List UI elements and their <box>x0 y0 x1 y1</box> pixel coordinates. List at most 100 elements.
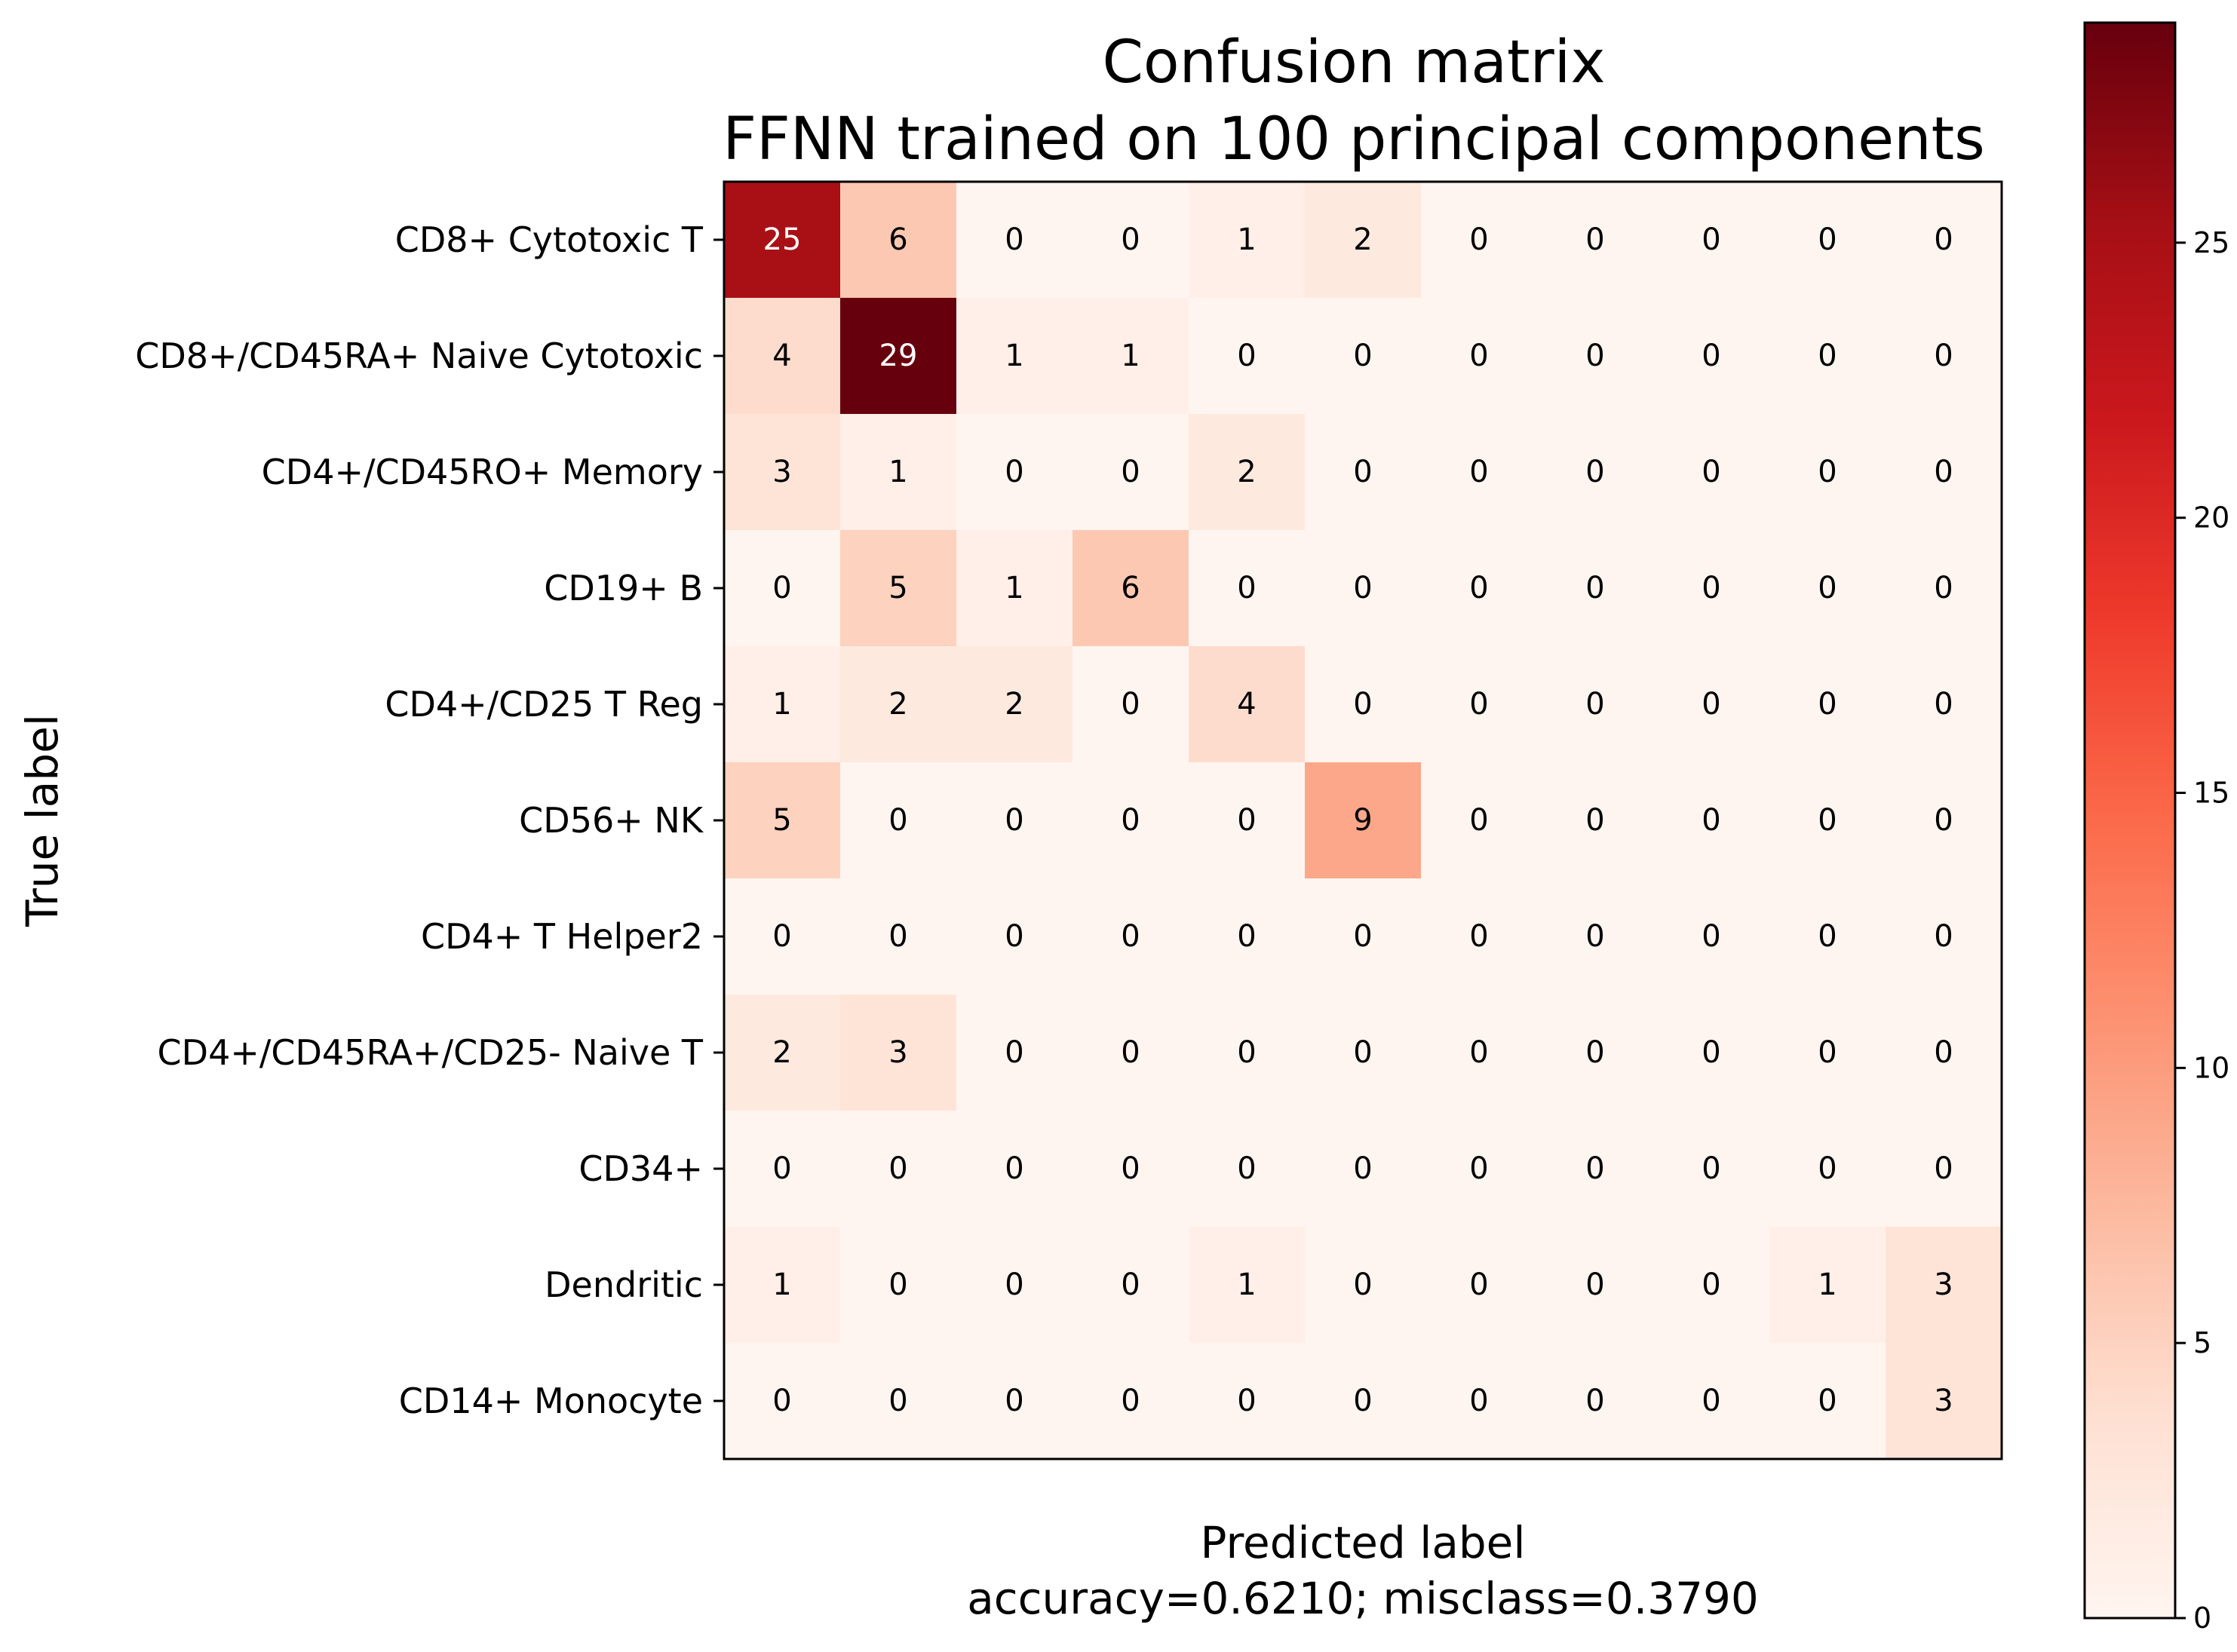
heatmap-cell <box>724 1343 841 1460</box>
heatmap-cell <box>1072 298 1189 415</box>
heatmap-cell-value: 0 <box>1934 919 1953 954</box>
heatmap-cell <box>724 298 841 415</box>
heatmap-cell-value: 0 <box>1469 919 1488 954</box>
heatmap-cell <box>1189 1111 1306 1228</box>
colorbar-tick-label: 25 <box>2193 226 2229 259</box>
heatmap-cell <box>840 646 957 763</box>
heatmap-cell <box>1653 762 1770 879</box>
heatmap-cell <box>1886 414 2002 531</box>
heatmap-cell <box>1653 1343 1770 1460</box>
x-axis-label-line-1: Predicted label <box>1201 1517 1526 1568</box>
heatmap-cell-value: 0 <box>1469 1384 1488 1418</box>
chart-title-line-1: Confusion matrix <box>1102 29 1605 97</box>
heatmap-cell <box>956 1343 1073 1460</box>
heatmap-cell-value: 0 <box>1818 571 1837 605</box>
heatmap-cell-value: 0 <box>1585 687 1604 722</box>
heatmap-cell <box>840 298 957 415</box>
heatmap-cell <box>1189 298 1306 415</box>
heatmap-cell-value: 0 <box>1469 1151 1488 1186</box>
heatmap-cell <box>724 762 841 879</box>
heatmap-cell-value: 0 <box>1237 339 1256 373</box>
heatmap-cell <box>840 878 957 995</box>
heatmap-cell-value: 0 <box>1005 222 1023 257</box>
heatmap-cell <box>1769 298 1886 415</box>
heatmap-cell-value: 0 <box>1469 339 1488 373</box>
y-axis-label: True label <box>17 714 68 927</box>
heatmap-cell-value: 0 <box>1702 687 1720 722</box>
heatmap-cell-value: 0 <box>1121 222 1140 257</box>
colorbar-tick-label: 10 <box>2193 1051 2229 1084</box>
heatmap-cell <box>724 1111 841 1228</box>
row-labels: CD8+ Cytotoxic T CD8+/CD45RA+ Naive Cytot… <box>135 219 724 1421</box>
heatmap-cell-value: 0 <box>1469 1267 1488 1302</box>
heatmap-cell <box>956 995 1073 1111</box>
heatmap-cell <box>1537 298 1654 415</box>
heatmap-cell <box>1653 530 1770 647</box>
heatmap-cell-value: 0 <box>1585 1151 1604 1186</box>
heatmap-cell <box>1305 298 1422 415</box>
heatmap-cells <box>724 182 2002 1460</box>
heatmap-cell-value: 0 <box>1237 1151 1256 1186</box>
heatmap-cell <box>1421 995 1538 1111</box>
heatmap-cell <box>1421 762 1538 879</box>
heatmap-cell <box>1189 414 1306 531</box>
heatmap-cell <box>840 414 957 531</box>
heatmap-cell <box>1886 1111 2002 1228</box>
heatmap-cell <box>1769 414 1886 531</box>
heatmap-cell <box>1653 182 1770 299</box>
heatmap-cell <box>1189 762 1306 879</box>
heatmap-cell <box>1886 878 2002 995</box>
heatmap-cell-value: 0 <box>1353 1151 1372 1186</box>
heatmap-cell-value: 1 <box>1121 339 1140 373</box>
heatmap-cell-value: 0 <box>1702 339 1720 373</box>
heatmap-cell-value: 3 <box>772 455 791 489</box>
colorbar-tick-label: 5 <box>2193 1326 2211 1359</box>
heatmap-cell-value: 0 <box>1934 571 1953 605</box>
heatmap-cell <box>1537 762 1654 879</box>
heatmap-cell <box>840 182 957 299</box>
heatmap-cell-value: 0 <box>888 803 907 838</box>
heatmap-cell-value: 0 <box>1237 1384 1256 1418</box>
heatmap-cell <box>840 762 957 879</box>
heatmap-cell-value: 0 <box>888 1267 907 1302</box>
heatmap-cell-value: 0 <box>1585 571 1604 605</box>
heatmap-cell <box>1072 878 1189 995</box>
heatmap-cell-value: 0 <box>1005 803 1023 838</box>
heatmap-cell-value: 0 <box>1818 455 1837 489</box>
heatmap-cell <box>1769 878 1886 995</box>
heatmap-cell-value: 0 <box>1818 803 1837 838</box>
heatmap-cell-value: 0 <box>1005 1151 1023 1186</box>
heatmap-cell <box>956 182 1073 299</box>
heatmap-cell <box>1305 646 1422 763</box>
heatmap-cell-value: 0 <box>1353 339 1372 373</box>
heatmap-cell-value: 2 <box>772 1035 791 1070</box>
heatmap-cell-value: 0 <box>1121 1384 1140 1418</box>
colorbar-ticks: 0 5 10 15 20 25 <box>2175 226 2229 1635</box>
heatmap-cell <box>1421 530 1538 647</box>
heatmap-cell <box>1653 646 1770 763</box>
y-tick-label: CD4+ T Helper2 <box>421 916 703 957</box>
heatmap-cell <box>1305 182 1422 299</box>
heatmap-cell-value: 0 <box>1818 222 1837 257</box>
heatmap-cell-value: 4 <box>772 339 791 373</box>
heatmap-cell-value: 0 <box>1353 571 1372 605</box>
heatmap-cell-value: 0 <box>1237 803 1256 838</box>
heatmap-cell <box>1305 1111 1422 1228</box>
heatmap-cell <box>724 995 841 1111</box>
heatmap-cell-value: 0 <box>1585 1035 1604 1070</box>
heatmap-cell <box>1189 646 1306 763</box>
heatmap-cell <box>1769 1343 1886 1460</box>
heatmap-cell-values: 25 6 0 0 1 2 0 0 0 0 04 29 1 1 0 0 0 0 0 0 03 1 0 0 2 0 0 0 0 0 00 5 1 6 0… <box>763 222 1953 1418</box>
heatmap-cell <box>840 1227 957 1344</box>
heatmap-cell-value: 3 <box>1934 1384 1953 1418</box>
heatmap-cell-value: 0 <box>1005 1384 1023 1418</box>
heatmap-cell-value: 0 <box>1702 803 1720 838</box>
heatmap-cell-value: 0 <box>1237 1035 1256 1070</box>
heatmap-cell-value: 0 <box>1585 803 1604 838</box>
heatmap-cell-value: 0 <box>1934 455 1953 489</box>
heatmap-cell <box>1421 414 1538 531</box>
heatmap-cell-value: 0 <box>1585 1267 1604 1302</box>
heatmap-cell <box>1769 1227 1886 1344</box>
heatmap-cell <box>1072 1111 1189 1228</box>
heatmap-cell <box>724 1227 841 1344</box>
